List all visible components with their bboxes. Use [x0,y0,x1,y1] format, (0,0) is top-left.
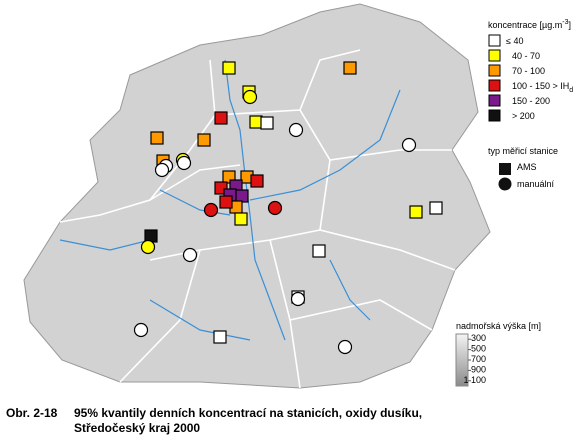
caption: 95% kvantily denních koncentrací na stan… [74,406,422,420]
class-label: 150 - 200 [512,96,550,106]
station-ams [250,174,264,188]
class-swatch [488,79,501,92]
station-manual [133,322,149,338]
station-manual [242,89,258,105]
station-ams [409,205,423,219]
station-ams [235,189,249,203]
station-manual [290,291,306,307]
elevation-label: 1 100 [463,375,486,385]
station-type: manuální [517,179,555,189]
class-text: 100 - 150 > IH [512,81,569,91]
station-ams [219,195,233,209]
station-ams [429,201,443,215]
station-manual [401,137,417,153]
legend-title: koncentrace [µg.m-3] [488,19,571,30]
concentration-legend: koncentrace [µg.m-3] ≤ 40 40 - 70 70 - 100… [488,19,573,191]
station-manual [154,162,170,178]
elevation-label: 500 [471,344,486,354]
station-ams [249,115,263,129]
region [23,3,491,389]
class-swatch [488,109,501,122]
station-manual [176,155,192,171]
station-ams [150,131,164,145]
elevation-title: nadmořská výška [m] [456,321,541,331]
ams-symbol [499,163,511,175]
class-label: 100 - 150 > IHd [512,81,573,94]
class-subscript: d [569,87,573,94]
station-ams [213,330,227,344]
class-text: > 200 [512,111,535,121]
station-manual [337,339,353,355]
class-label: > 200 [512,111,535,121]
manual-symbol [498,177,512,191]
caption-number: Obr. 2-18 [6,406,58,420]
station-manual [267,200,283,216]
caption: Středočeský kraj 2000 [74,421,200,435]
station-ams [260,116,274,130]
class-label: 70 - 100 [512,66,545,76]
class-swatch [488,34,501,47]
elevation-label: 700 [471,354,486,364]
station-ams [343,61,357,75]
station-manual [140,239,156,255]
station-manual [203,202,219,218]
station-ams [312,244,326,258]
class-text: 40 - 70 [512,51,540,61]
station-ams [234,212,248,226]
station-type: AMS [517,162,537,172]
class-swatch [488,49,501,62]
class-label: 40 - 70 [512,51,540,61]
class-label: ≤ 40 [506,36,523,46]
station-ams [222,61,236,75]
class-swatch [488,64,501,77]
station-ams [214,111,228,125]
station-manual [288,122,304,138]
class-text: 150 - 200 [512,96,550,106]
station-type-title: typ měřicí stanice [488,146,558,156]
station-ams [197,133,211,147]
elevation-label: 300 [471,333,486,343]
class-text: 70 - 100 [512,66,545,76]
class-text: ≤ 40 [506,36,523,46]
class-swatch [488,94,501,107]
elevation-label: 900 [471,364,486,374]
station-manual [182,247,198,263]
